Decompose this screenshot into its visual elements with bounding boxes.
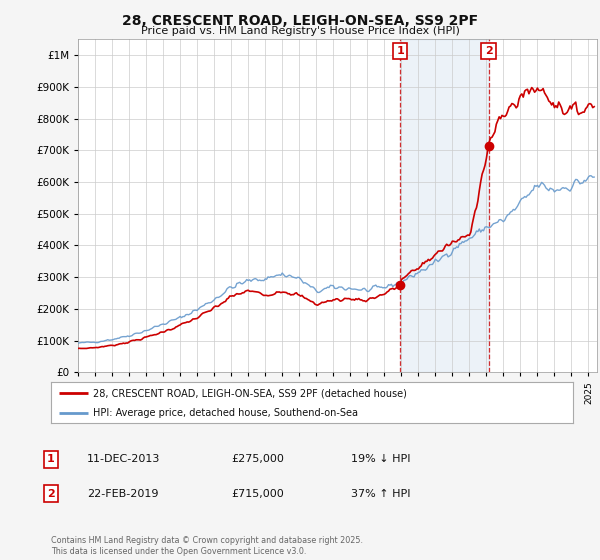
Text: £715,000: £715,000 — [231, 489, 284, 499]
Text: 28, CRESCENT ROAD, LEIGH-ON-SEA, SS9 2PF (detached house): 28, CRESCENT ROAD, LEIGH-ON-SEA, SS9 2PF… — [93, 389, 407, 398]
Text: HPI: Average price, detached house, Southend-on-Sea: HPI: Average price, detached house, Sout… — [93, 408, 358, 418]
Text: 11-DEC-2013: 11-DEC-2013 — [87, 454, 160, 464]
Text: £275,000: £275,000 — [231, 454, 284, 464]
Text: 22-FEB-2019: 22-FEB-2019 — [87, 489, 158, 499]
Text: 28, CRESCENT ROAD, LEIGH-ON-SEA, SS9 2PF: 28, CRESCENT ROAD, LEIGH-ON-SEA, SS9 2PF — [122, 14, 478, 28]
Bar — [400, 39, 488, 372]
Text: 2: 2 — [485, 46, 493, 56]
Text: Contains HM Land Registry data © Crown copyright and database right 2025.
This d: Contains HM Land Registry data © Crown c… — [51, 536, 363, 556]
Text: 37% ↑ HPI: 37% ↑ HPI — [351, 489, 410, 499]
Text: 1: 1 — [47, 454, 55, 464]
Text: 1: 1 — [397, 46, 404, 56]
Text: Price paid vs. HM Land Registry's House Price Index (HPI): Price paid vs. HM Land Registry's House … — [140, 26, 460, 36]
Text: 19% ↓ HPI: 19% ↓ HPI — [351, 454, 410, 464]
Text: 2: 2 — [47, 489, 55, 499]
